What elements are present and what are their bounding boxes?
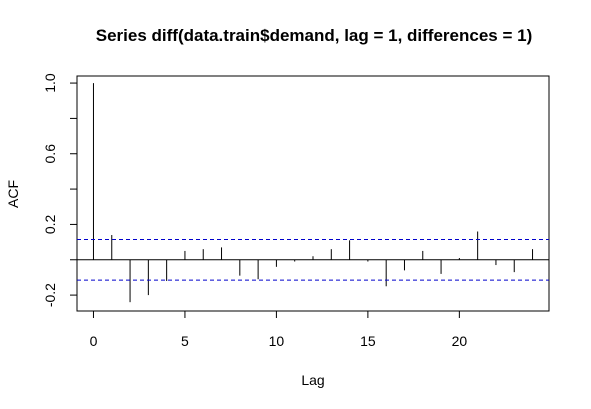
x-tick-label: 15 bbox=[360, 333, 376, 349]
y-tick-label: 1.0 bbox=[42, 73, 58, 93]
acf-bars bbox=[77, 83, 549, 303]
x-axis-label: Lag bbox=[301, 372, 324, 388]
confidence-bounds bbox=[77, 238, 549, 281]
plot-frame bbox=[76, 75, 550, 312]
chart-title: Series diff(data.train$demand, lag = 1, … bbox=[96, 26, 532, 45]
y-axis-label: ACF bbox=[5, 180, 21, 208]
x-tick-label: 10 bbox=[269, 333, 285, 349]
y-axis: -0.2 0.2 0.6 1.0 bbox=[42, 73, 77, 307]
y-tick-label: 0.6 bbox=[42, 144, 58, 164]
x-axis: 0 5 10 15 20 bbox=[90, 311, 468, 349]
y-tick-label: 0.2 bbox=[42, 214, 58, 234]
x-tick-label: 0 bbox=[90, 333, 98, 349]
y-tick-label: -0.2 bbox=[42, 283, 58, 307]
x-tick-label: 20 bbox=[452, 333, 468, 349]
x-tick-label: 5 bbox=[181, 333, 189, 349]
